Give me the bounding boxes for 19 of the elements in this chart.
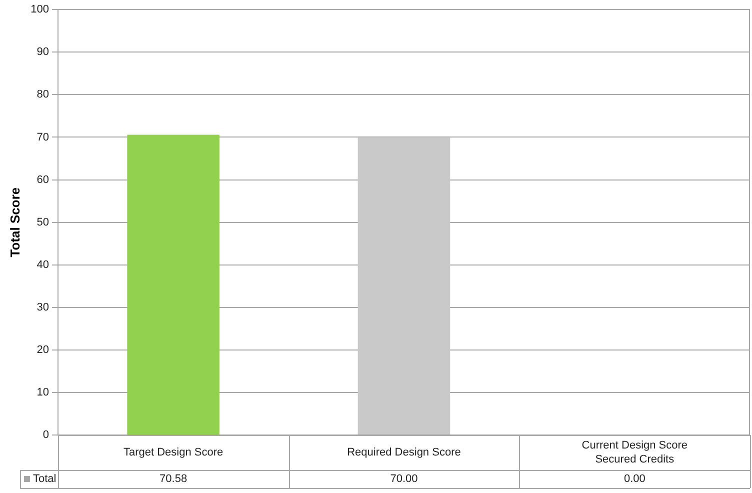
- data-label: 70.00: [390, 473, 418, 486]
- y-tick-label: 10: [36, 386, 49, 398]
- x-tick-label: Target Design Score: [123, 446, 224, 459]
- y-tick-label: 60: [36, 174, 49, 186]
- y-tick-label: 50: [36, 216, 49, 228]
- y-tick-label: 90: [36, 46, 49, 58]
- y-tick-label: 0: [42, 429, 49, 442]
- y-axis-title: Total Score: [7, 187, 22, 258]
- y-tick-label: 100: [30, 4, 49, 16]
- y-tick-label: 70: [36, 131, 49, 144]
- data-label: 0.00: [624, 473, 646, 486]
- y-tick-label: 40: [36, 258, 49, 271]
- data-label: 70.58: [160, 473, 188, 486]
- y-tick-label: 30: [36, 301, 49, 314]
- text: Total: [33, 473, 56, 486]
- x-tick-label: Current Design Score Secured Credits: [582, 440, 688, 466]
- x-tick-label: Required Design Score: [347, 446, 461, 459]
- y-tick-label: 20: [36, 344, 49, 356]
- y-tick-label: 80: [36, 88, 49, 101]
